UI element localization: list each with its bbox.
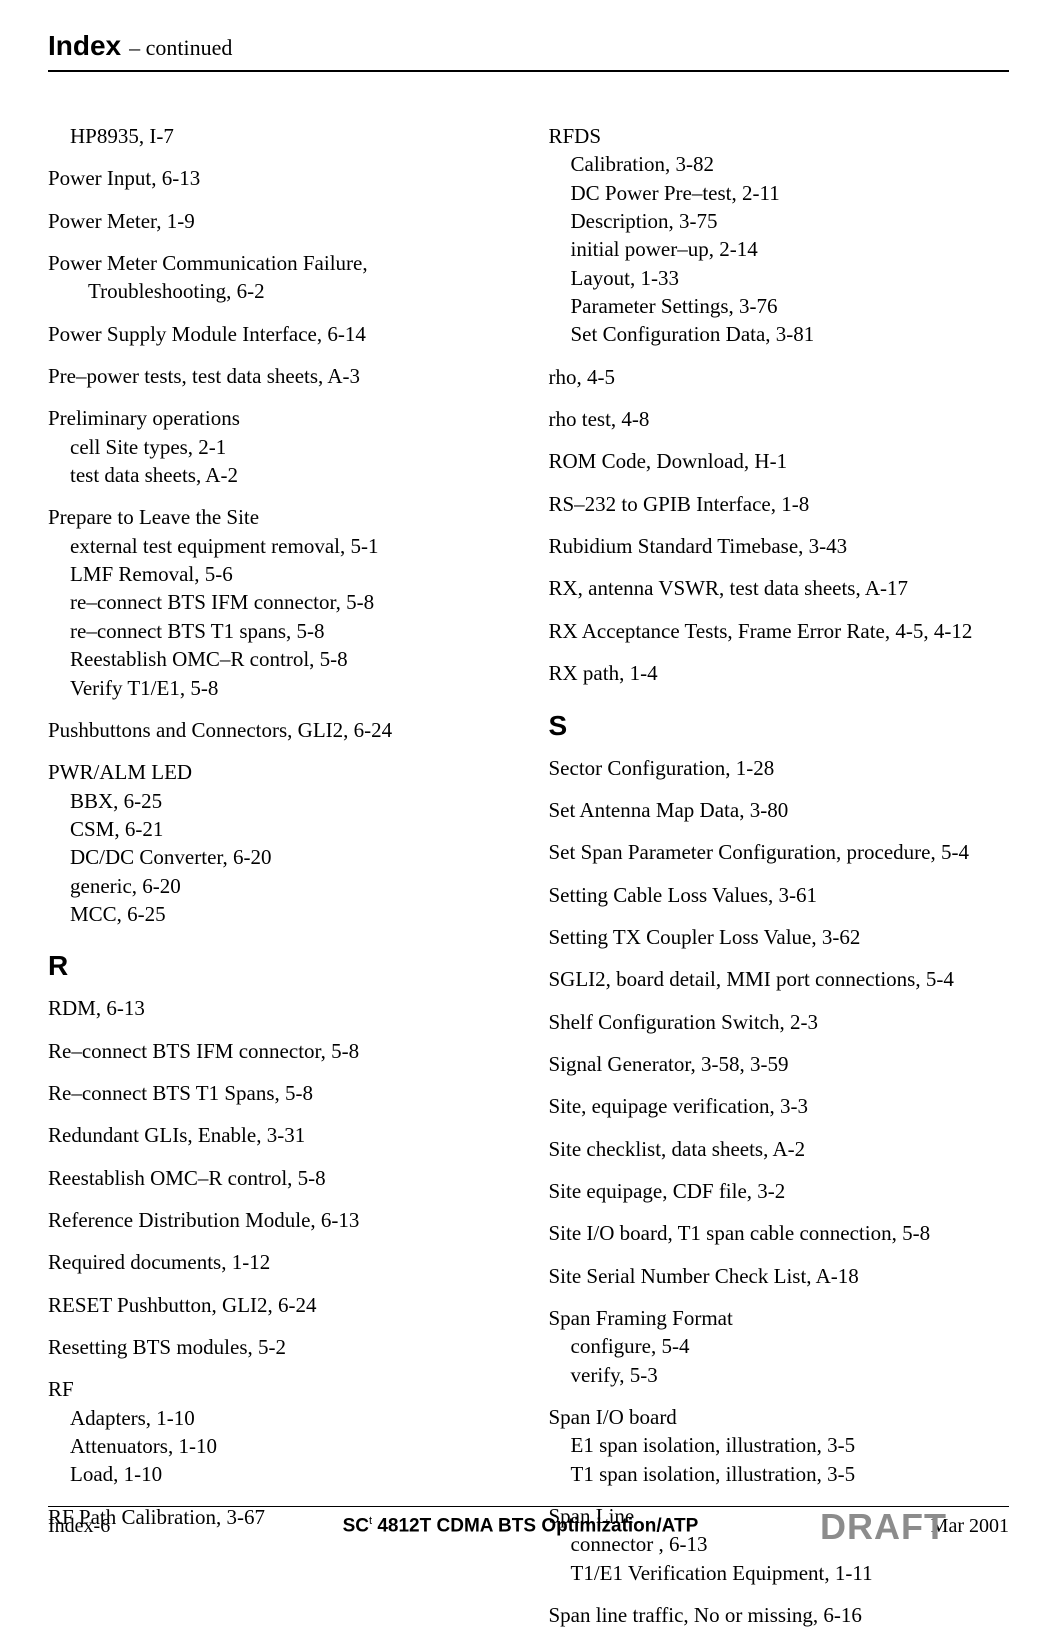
index-subentry: Adapters, 1-10 — [48, 1404, 509, 1432]
header-subtitle: – continued — [129, 35, 232, 61]
index-entry: Setting TX Coupler Loss Value, 3-62 — [549, 923, 1010, 951]
index-entry: RFDS Calibration, 3-82 DC Power Pre–test… — [549, 122, 1010, 349]
index-entry: Span I/O board E1 span isolation, illust… — [549, 1403, 1010, 1488]
section-letter-r: R — [48, 950, 509, 982]
index-entry: Redundant GLIs, Enable, 3-31 — [48, 1121, 509, 1149]
index-subentry: T1/E1 Verification Equipment, 1-11 — [549, 1559, 1010, 1587]
index-entry: Span line traffic, No or missing, 6-16 — [549, 1601, 1010, 1629]
section-letter-s: S — [549, 710, 1010, 742]
index-entry-text: Span Framing Format — [549, 1306, 733, 1330]
index-subentry: re–connect BTS T1 spans, 5-8 — [48, 617, 509, 645]
index-entry: Resetting BTS modules, 5-2 — [48, 1333, 509, 1361]
index-entry: Set Antenna Map Data, 3-80 — [549, 796, 1010, 824]
index-subentry: Reestablish OMC–R control, 5-8 — [48, 645, 509, 673]
footer-prefix: SC — [343, 1515, 369, 1536]
index-subentry: Attenuators, 1-10 — [48, 1432, 509, 1460]
index-entry: rho test, 4-8 — [549, 405, 1010, 433]
index-subentry: test data sheets, A-2 — [48, 461, 509, 489]
index-entry: Power Input, 6-13 — [48, 164, 509, 192]
index-entry: Reference Distribution Module, 6-13 — [48, 1206, 509, 1234]
index-subentry: Verify T1/E1, 5-8 — [48, 674, 509, 702]
index-entry: Site I/O board, T1 span cable connection… — [549, 1219, 1010, 1247]
index-subentry: E1 span isolation, illustration, 3-5 — [549, 1431, 1010, 1459]
index-entry: Re–connect BTS T1 Spans, 5-8 — [48, 1079, 509, 1107]
index-entry: ROM Code, Download, H-1 — [549, 447, 1010, 475]
index-entry: Site checklist, data sheets, A-2 — [549, 1135, 1010, 1163]
index-entry-text: Prepare to Leave the Site — [48, 505, 259, 529]
index-subentry: DC/DC Converter, 6-20 — [48, 843, 509, 871]
index-entry: Sector Configuration, 1-28 — [549, 754, 1010, 782]
index-entry: Re–connect BTS IFM connector, 5-8 — [48, 1037, 509, 1065]
index-subentry: Layout, 1-33 — [549, 264, 1010, 292]
index-subentry: CSM, 6-21 — [48, 815, 509, 843]
index-subentry: Parameter Settings, 3-76 — [549, 292, 1010, 320]
index-entry: Rubidium Standard Timebase, 3-43 — [549, 532, 1010, 560]
index-entry: Shelf Configuration Switch, 2-3 — [549, 1008, 1010, 1036]
index-subentry: Description, 3-75 — [549, 207, 1010, 235]
index-entry-text: Power Meter Communication Failure, — [48, 251, 368, 275]
index-entry: Site equipage, CDF file, 3-2 — [549, 1177, 1010, 1205]
index-subentry: generic, 6-20 — [48, 872, 509, 900]
page-header: Index – continued — [48, 30, 1009, 72]
index-entry: Preliminary operations cell Site types, … — [48, 404, 509, 489]
index-entry: Signal Generator, 3-58, 3-59 — [549, 1050, 1010, 1078]
footer-doc-title: SCt 4812T CDMA BTS Optimization/ATP — [110, 1515, 930, 1537]
draft-watermark: DRAFT — [820, 1506, 947, 1548]
index-subentry: T1 span isolation, illustration, 3-5 — [549, 1460, 1010, 1488]
index-subentry: Load, 1-10 — [48, 1460, 509, 1488]
index-subentry: initial power–up, 2-14 — [549, 235, 1010, 263]
index-entry: RESET Pushbutton, GLI2, 6-24 — [48, 1291, 509, 1319]
index-entry: HP8935, I-7 — [48, 122, 509, 150]
index-entry: Required documents, 1-12 — [48, 1248, 509, 1276]
index-entry: PWR/ALM LED BBX, 6-25 CSM, 6-21 DC/DC Co… — [48, 758, 509, 928]
left-column: HP8935, I-7 Power Input, 6-13 Power Mete… — [48, 122, 509, 1643]
index-subentry: configure, 5-4 — [549, 1332, 1010, 1360]
index-entry-text: RF — [48, 1377, 74, 1401]
index-entry: RX Acceptance Tests, Frame Error Rate, 4… — [549, 617, 1010, 645]
trademark-icon: t — [369, 1515, 372, 1527]
index-subentry: verify, 5-3 — [549, 1361, 1010, 1389]
index-subentry: external test equipment removal, 5-1 — [48, 532, 509, 560]
index-subentry: BBX, 6-25 — [48, 787, 509, 815]
index-entry: Power Supply Module Interface, 6-14 — [48, 320, 509, 348]
index-entry: Site, equipage verification, 3-3 — [549, 1092, 1010, 1120]
index-entry: rho, 4-5 — [549, 363, 1010, 391]
index-entry-text: PWR/ALM LED — [48, 760, 192, 784]
index-entry: RS–232 to GPIB Interface, 1-8 — [549, 490, 1010, 518]
index-subentry: Set Configuration Data, 3-81 — [549, 320, 1010, 348]
index-entry: Pre–power tests, test data sheets, A-3 — [48, 362, 509, 390]
index-entry: RX, antenna VSWR, test data sheets, A-17 — [549, 574, 1010, 602]
index-subentry: MCC, 6-25 — [48, 900, 509, 928]
index-entry-text: RFDS — [549, 124, 602, 148]
index-entry: Prepare to Leave the Site external test … — [48, 503, 509, 701]
content-area: HP8935, I-7 Power Input, 6-13 Power Mete… — [48, 122, 1009, 1643]
index-subentry: Calibration, 3-82 — [549, 150, 1010, 178]
index-entry: SGLI2, board detail, MMI port connection… — [549, 965, 1010, 993]
index-entry: RF Adapters, 1-10 Attenuators, 1-10 Load… — [48, 1375, 509, 1488]
index-subentry: LMF Removal, 5-6 — [48, 560, 509, 588]
index-entry: RX path, 1-4 — [549, 659, 1010, 687]
index-entry: Span Framing Format configure, 5-4 verif… — [549, 1304, 1010, 1389]
footer-page-number: Index-6 — [48, 1515, 110, 1538]
right-column: RFDS Calibration, 3-82 DC Power Pre–test… — [549, 122, 1010, 1643]
index-entry-text: Span I/O board — [549, 1405, 677, 1429]
header-title: Index — [48, 30, 121, 62]
index-entry: Pushbuttons and Connectors, GLI2, 6-24 — [48, 716, 509, 744]
index-entry: Power Meter, 1-9 — [48, 207, 509, 235]
index-entry: Site Serial Number Check List, A-18 — [549, 1262, 1010, 1290]
index-subentry: cell Site types, 2-1 — [48, 433, 509, 461]
index-entry: Setting Cable Loss Values, 3-61 — [549, 881, 1010, 909]
index-entry: Set Span Parameter Configuration, proced… — [549, 838, 1010, 866]
index-subentry: DC Power Pre–test, 2-11 — [549, 179, 1010, 207]
index-subentry: re–connect BTS IFM connector, 5-8 — [48, 588, 509, 616]
index-entry: Power Meter Communication Failure, Troub… — [48, 249, 509, 306]
index-subentry: HP8935, I-7 — [48, 122, 509, 150]
index-entry-text: Preliminary operations — [48, 406, 240, 430]
index-subentry: Troubleshooting, 6-2 — [48, 277, 509, 305]
index-entry: Reestablish OMC–R control, 5-8 — [48, 1164, 509, 1192]
index-entry: RDM, 6-13 — [48, 994, 509, 1022]
footer-rest: 4812T CDMA BTS Optimization/ATP — [377, 1515, 698, 1536]
